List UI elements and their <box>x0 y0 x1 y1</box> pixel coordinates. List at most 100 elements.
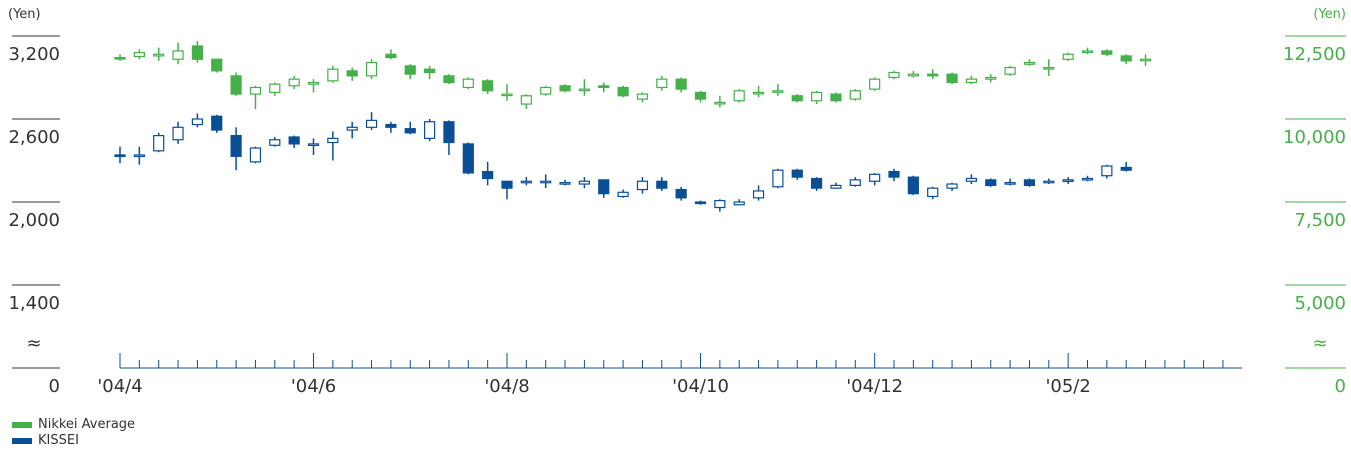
candle-body <box>540 180 552 184</box>
left-tick-label: 3,200 <box>8 44 60 65</box>
right-tick-label: 5,000 <box>1294 293 1346 314</box>
candle-body <box>482 170 494 180</box>
candle-kissei <box>985 178 997 187</box>
candle-body <box>946 183 958 189</box>
candle-nikkei <box>965 75 978 85</box>
candle-nikkei <box>153 47 165 61</box>
candle-body <box>869 78 881 90</box>
candle-nikkei <box>694 90 707 103</box>
candle-kissei <box>830 182 842 189</box>
candle-body <box>598 85 610 89</box>
right-zero-label: 0 <box>1335 376 1346 397</box>
candle-nikkei <box>249 85 262 110</box>
candle-body <box>462 78 474 89</box>
candle-nikkei <box>1062 52 1074 61</box>
x-axis-labels: '04/4 '04/6 '04/8 '04/10 '04/12 '05/2 <box>97 376 1091 397</box>
candle-body <box>1120 55 1132 62</box>
right-unit-label: (Yen) <box>1313 7 1346 22</box>
candle-body <box>249 86 262 95</box>
candle-body <box>133 154 145 158</box>
candle-nikkei <box>733 89 745 103</box>
candle-body <box>520 95 532 105</box>
candles <box>114 40 1152 212</box>
candle-body <box>772 169 784 188</box>
candle-nikkei <box>230 72 242 96</box>
candle-body <box>985 179 997 187</box>
candle-nikkei <box>404 64 416 80</box>
candle-body <box>404 128 416 134</box>
candle-body <box>385 123 397 128</box>
candle-nikkei <box>191 40 203 63</box>
candle-body <box>365 61 378 77</box>
candle-nikkei <box>869 77 881 91</box>
candle-body <box>327 68 339 82</box>
candle-kissei <box>133 146 145 165</box>
candle-kissei <box>249 146 262 164</box>
candle-body <box>927 187 939 198</box>
candle-nikkei <box>830 92 842 103</box>
candle-nikkei <box>1101 49 1113 56</box>
candle-body <box>1004 182 1016 185</box>
candle-nikkei <box>656 75 668 91</box>
candle-body <box>365 119 378 128</box>
candle-kissei <box>404 121 416 135</box>
candle-kissei <box>211 114 223 133</box>
candle-body <box>888 170 900 178</box>
x-tick-label: '04/8 <box>484 376 529 397</box>
x-tick-label: '04/4 <box>97 376 142 397</box>
candle-kissei <box>636 177 649 194</box>
candle-body <box>714 200 726 209</box>
candle-kissei <box>869 172 881 186</box>
candle-nikkei <box>1043 59 1055 76</box>
candle-body <box>791 95 803 102</box>
candle-body <box>694 91 707 100</box>
candle-body <box>1101 50 1113 55</box>
candle-nikkei <box>520 94 532 110</box>
candle-kissei <box>714 199 726 212</box>
candle-body <box>424 68 436 74</box>
candle-kissei <box>385 121 397 133</box>
candle-body <box>752 91 765 95</box>
candle-body <box>307 81 320 85</box>
candle-body <box>733 90 745 102</box>
candle-kissei <box>346 121 358 139</box>
legend-item-nikkei: Nikkei Average <box>12 417 135 432</box>
candle-body <box>559 182 571 185</box>
candle-body <box>153 135 165 152</box>
candle-body <box>810 177 823 189</box>
candle-body <box>424 121 436 139</box>
candle-body <box>849 90 861 100</box>
candle-body <box>385 53 397 59</box>
candle-body <box>830 184 842 189</box>
candle-nikkei <box>752 85 765 98</box>
candle-kissei <box>327 131 339 161</box>
candle-body <box>230 135 242 157</box>
candle-nikkei <box>675 77 687 93</box>
candle-nikkei <box>617 85 629 98</box>
candle-body <box>694 201 707 205</box>
x-tick-label: '04/12 <box>846 376 903 397</box>
candle-nikkei <box>714 95 726 108</box>
candle-nikkei <box>849 89 861 101</box>
candle-kissei <box>733 199 745 206</box>
candle-nikkei <box>462 77 474 90</box>
candle-nikkei <box>540 85 552 96</box>
candle-nikkei <box>424 65 436 80</box>
candle-body <box>617 191 629 198</box>
candle-nikkei <box>772 84 784 96</box>
candle-body <box>946 73 958 84</box>
candle-body <box>810 91 823 102</box>
candle-kissei <box>1120 161 1132 172</box>
candle-body <box>172 126 184 141</box>
candle-body <box>172 50 184 60</box>
right-tick-label: 7,500 <box>1294 210 1346 231</box>
candle-body <box>269 83 281 94</box>
candle-body <box>191 45 203 60</box>
candle-kissei <box>1043 178 1055 185</box>
legend-label-nikkei: Nikkei Average <box>38 417 136 432</box>
candle-kissei <box>1062 177 1074 185</box>
candle-nikkei <box>114 54 126 61</box>
legend-label-kissei: KISSEI <box>38 433 79 448</box>
candle-body <box>230 75 242 95</box>
